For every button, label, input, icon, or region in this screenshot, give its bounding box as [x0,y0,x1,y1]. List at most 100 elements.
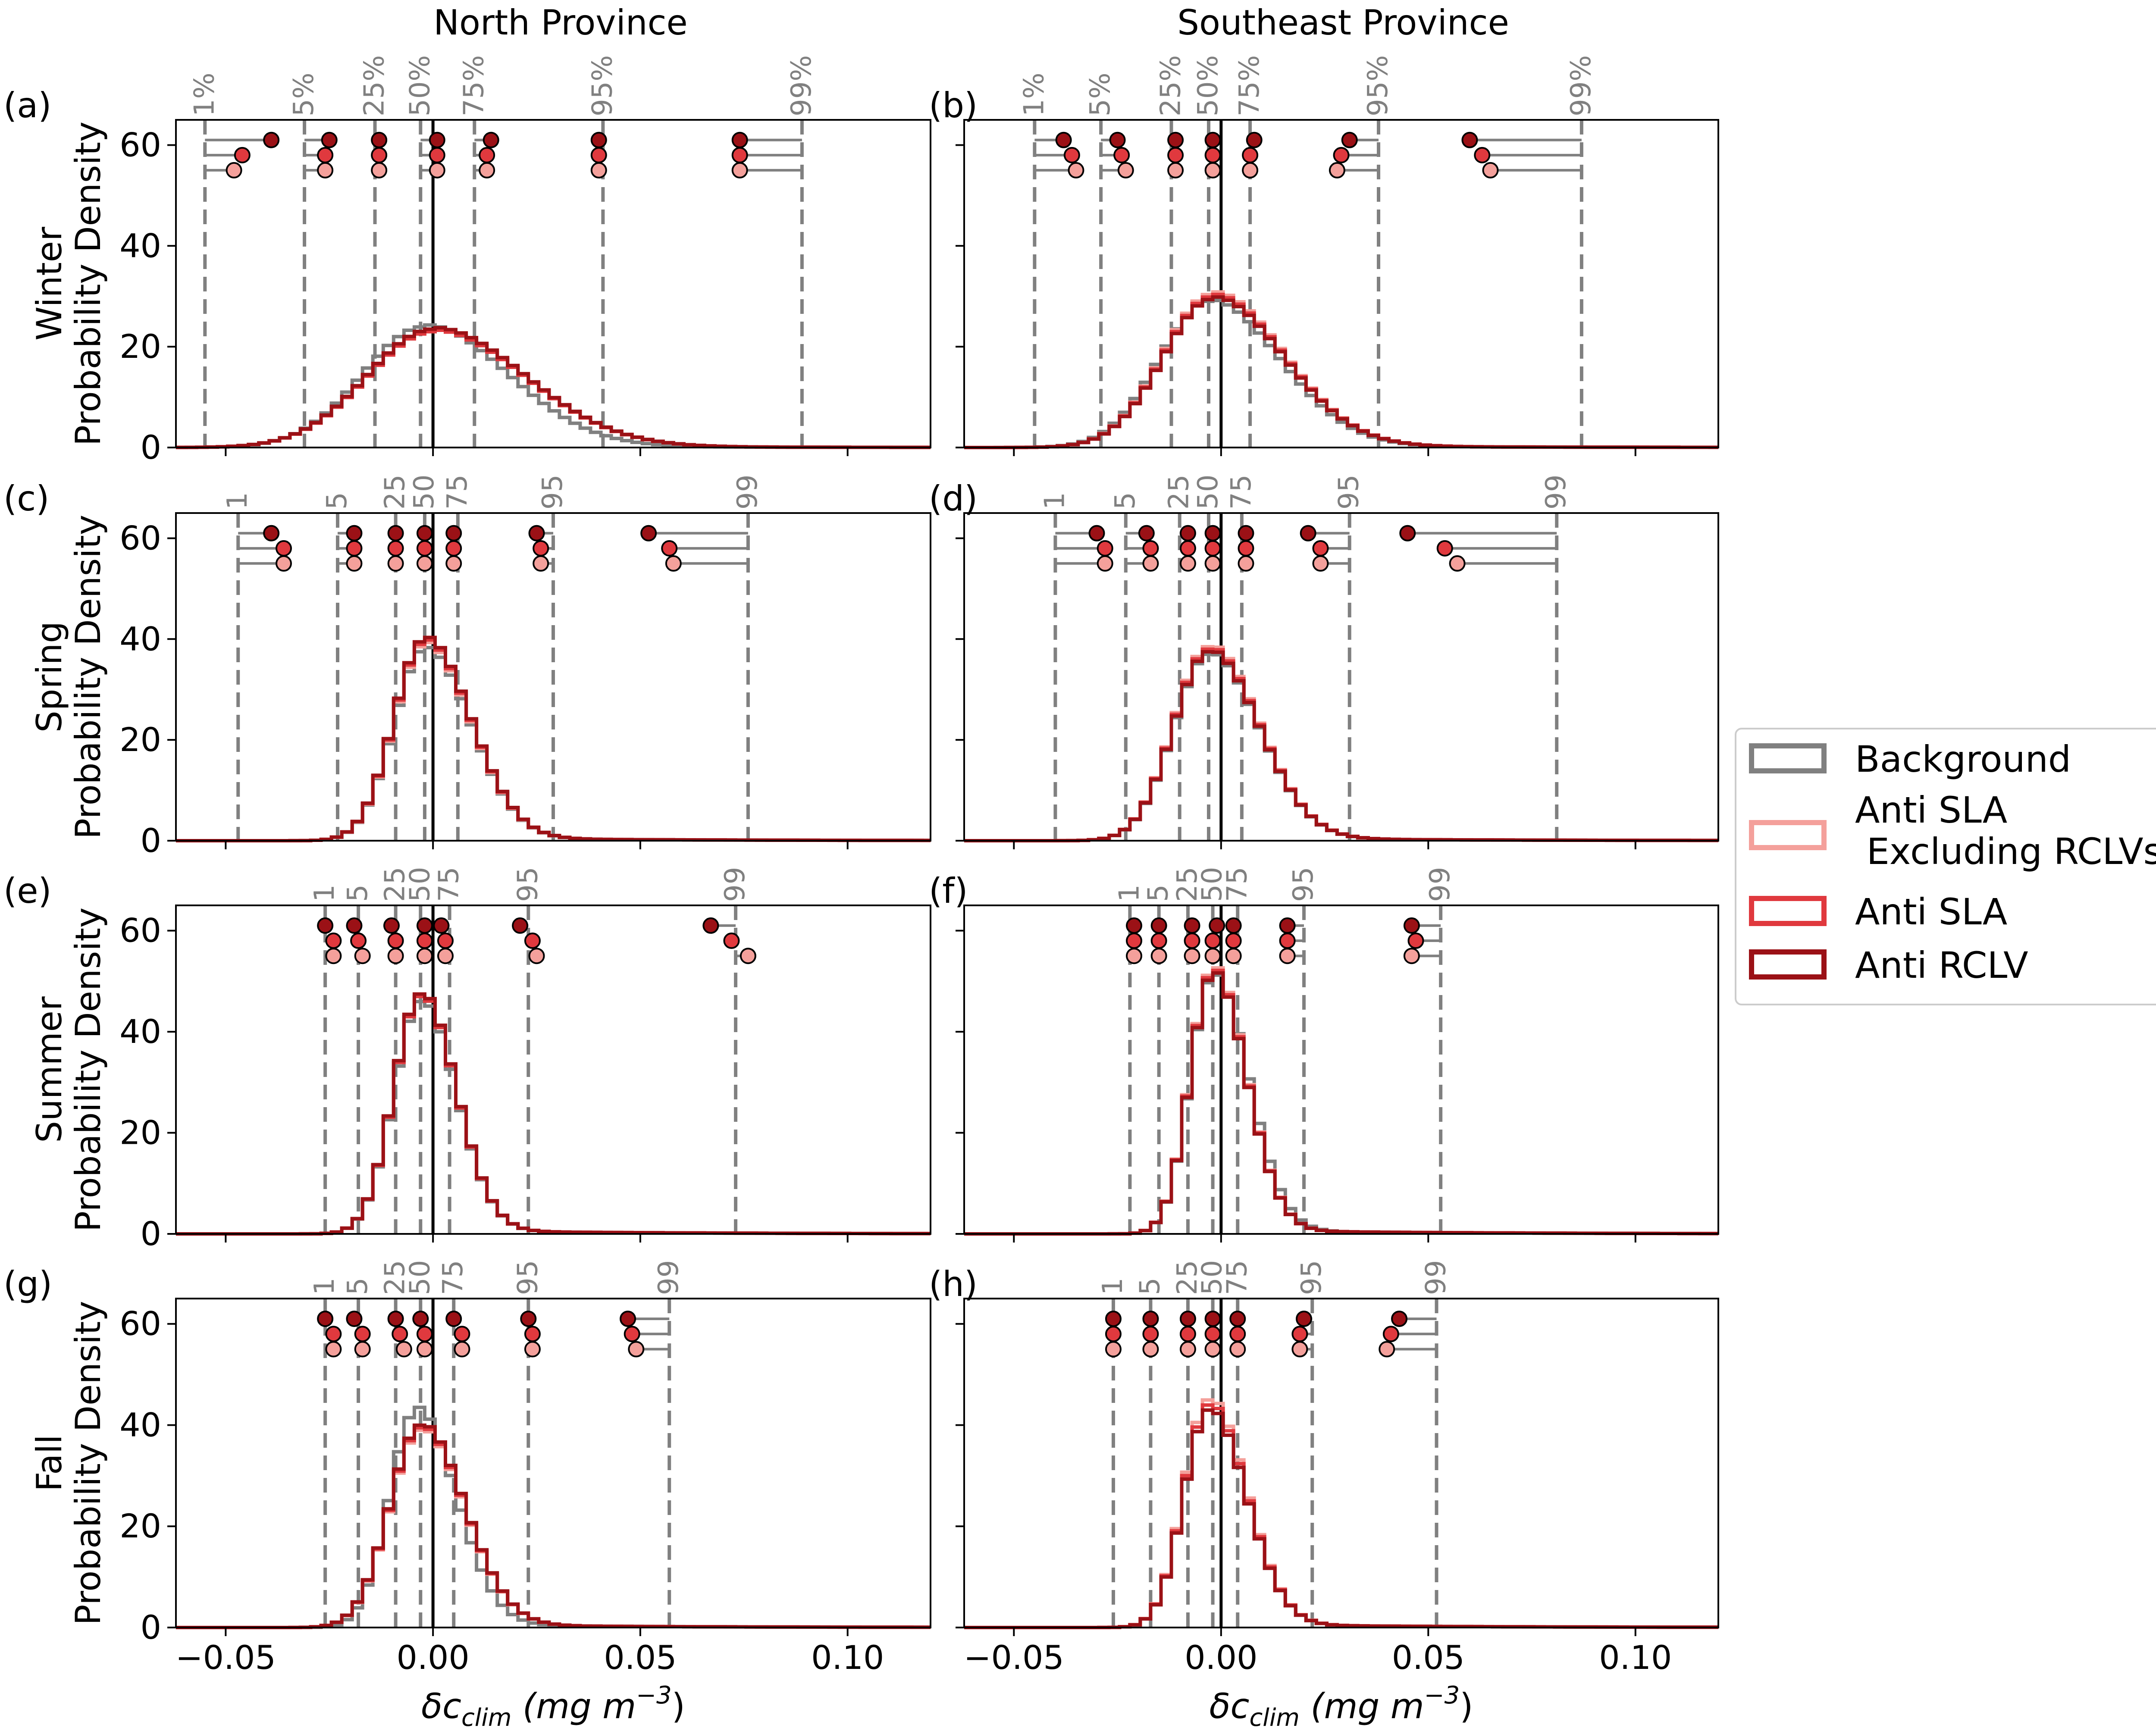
column-title-southeast: Southeast Province [1177,3,1509,43]
percentile-label: 75% [458,55,490,116]
percentile-marker [354,948,371,964]
percentile-label: 5% [288,72,320,116]
percentile-marker [1184,917,1200,934]
percentile-label: 25 [379,1260,411,1295]
percentile-marker [1167,131,1184,148]
percentile-label: 99% [1565,55,1597,116]
panel-a: (a)WinterProbability Density 1% 5% 25% 50% 75… [3,55,931,466]
y-tick-label: 40 [119,1405,161,1444]
percentile-label: 1% [188,72,220,116]
percentile-marker [1179,1341,1196,1358]
percentile-marker [1204,131,1221,148]
y-tick-label: 60 [119,125,161,164]
percentile-marker [1242,162,1259,178]
percentile-marker [1204,1326,1221,1343]
percentile-marker [317,1310,334,1327]
percentile-marker [1225,933,1242,949]
percentile-marker [276,555,292,572]
percentile-marker [512,917,529,934]
percentile-label: 99 [719,867,751,902]
percentile-label: 25% [1155,55,1187,116]
percentile-marker [1179,540,1196,557]
percentile-marker [416,1341,433,1358]
legend-swatch-anti-sla [1749,896,1827,926]
axes-frame [175,512,931,842]
percentile-marker [387,933,404,949]
percentile-label: 95 [1296,1260,1328,1295]
percentile-marker [387,1310,404,1327]
x-tick-label: 0.00 [1185,1638,1257,1677]
y-tick-label: 40 [119,620,161,658]
x-tick-label: 0.10 [1599,1638,1672,1677]
percentile-label: 1 [309,1277,341,1295]
y-tick-label: 60 [119,519,161,557]
percentile-label: 75 [433,867,465,902]
percentile-marker [1229,1310,1246,1327]
percentile-label: 99% [786,55,818,116]
percentile-marker [702,917,719,934]
percentile-marker [317,162,334,178]
percentile-marker [1312,555,1329,572]
percentile-marker [445,1310,462,1327]
percentile-label: 75% [1234,55,1266,116]
percentile-marker [395,1341,412,1358]
percentile-marker [1204,1310,1221,1327]
percentile-marker [371,147,388,163]
percentile-marker [354,1326,371,1343]
percentile-marker [346,1310,363,1327]
axes-frame [963,905,1719,1235]
percentile-marker [1482,162,1499,178]
percentile-label: 25 [379,475,411,510]
percentile-marker [387,948,404,964]
percentile-label: 1 [1039,492,1071,510]
percentile-label: 99 [1420,1260,1452,1295]
percentile-label: 1 [1097,1277,1129,1295]
x-tick-label: −0.05 [964,1638,1064,1677]
percentile-label: 95% [586,55,618,116]
x-tick-label: 0.05 [604,1638,677,1677]
percentile-marker [533,540,549,557]
percentile-marker [1204,162,1221,178]
y-tick-label: 0 [141,821,161,860]
percentile-label: 99 [732,475,764,510]
percentile-marker [1097,540,1113,557]
y-axis-label: SpringProbability Density [29,515,108,839]
y-tick-label: 0 [141,428,161,466]
percentile-marker [1474,147,1491,163]
panel-label: (b) [929,85,978,125]
y-tick-label: 20 [119,1507,161,1545]
y-tick-label: 40 [119,226,161,265]
percentile-marker [524,1326,541,1343]
percentile-marker [628,1341,645,1358]
percentile-marker [1167,147,1184,163]
percentile-label: 25 [379,867,411,902]
percentile-marker [1204,555,1221,572]
percentile-marker [731,131,748,148]
percentile-label: 95 [512,867,544,902]
percentile-marker [445,525,462,541]
percentile-marker [346,555,363,572]
axes-frame [175,1298,931,1628]
percentile-marker [1379,1341,1395,1358]
percentile-label: 99 [1540,475,1572,510]
percentile-marker [1179,1310,1196,1327]
percentile-label: 75 [1221,1260,1253,1295]
percentile-marker [429,162,445,178]
percentile-marker [1126,917,1143,934]
y-tick-label: 0 [141,1214,161,1253]
percentile-marker [1238,555,1254,572]
percentile-marker [437,948,454,964]
percentile-marker [1291,1341,1308,1358]
percentile-marker [416,555,433,572]
percentile-marker [1150,933,1167,949]
percentile-marker [1279,917,1296,934]
panel-label: (c) [3,479,49,519]
percentile-label: 95 [1333,475,1365,510]
percentile-marker [1097,555,1113,572]
percentile-marker [1436,540,1453,557]
percentile-marker [1209,917,1225,934]
